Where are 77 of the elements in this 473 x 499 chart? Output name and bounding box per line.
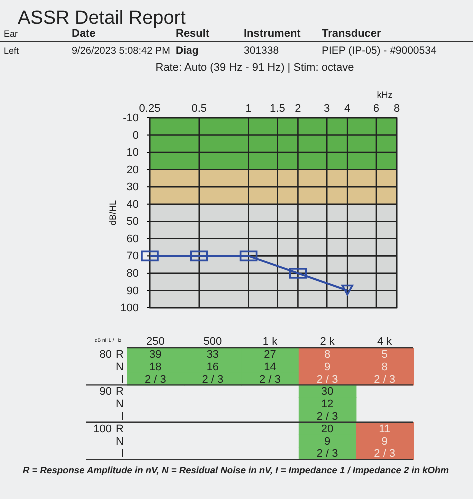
category-label: R: [116, 386, 124, 398]
category-label: 500: [204, 336, 222, 348]
text: 8: [324, 349, 331, 361]
text: 2 / 3: [202, 374, 224, 386]
category-label: I: [120, 411, 124, 423]
y-axis-title: dB/HL: [108, 200, 118, 226]
category-label: N: [116, 398, 124, 411]
text: R = Response Amplitude in nV, N = Residual Noise in nV, I = Impedance 1 / Impedance 2 in kOhm: [23, 466, 449, 476]
category-label: Instrument: [244, 28, 302, 40]
text: 14: [264, 361, 276, 374]
text: 9: [382, 436, 388, 448]
x-tick-label: 4: [344, 103, 351, 115]
category-label: R: [116, 349, 124, 361]
text: 2 / 3: [316, 411, 338, 423]
category-label: 100: [94, 423, 112, 436]
category-label: Result: [176, 28, 210, 40]
x-tick-label: 2: [295, 103, 302, 115]
category-label: I: [120, 448, 124, 460]
text: Diag: [176, 45, 199, 57]
x-tick-label: 0.5: [192, 103, 208, 115]
text: 2 / 3: [374, 448, 396, 460]
text: 2 / 3: [374, 374, 396, 386]
text: 30: [321, 386, 334, 398]
text: 2 / 3: [316, 448, 338, 460]
y-tick-label: 50: [126, 216, 139, 228]
text: 9: [324, 361, 331, 374]
category-label: Ear: [4, 29, 18, 39]
text: 16: [206, 361, 220, 374]
x-tick-label: 8: [394, 103, 400, 115]
text: 39: [150, 349, 162, 361]
category-label: Date: [72, 28, 96, 40]
text: 20: [321, 423, 334, 436]
text: 9/26/2023 5:08:42 PM: [72, 46, 170, 57]
text: 2 / 3: [316, 374, 338, 386]
text: 11: [379, 423, 391, 436]
text: 27: [264, 349, 276, 361]
y-tick-label: 40: [126, 198, 139, 211]
text: 301338: [244, 45, 280, 57]
y-tick-label: -10: [123, 112, 139, 125]
text: 2 / 3: [144, 374, 166, 386]
y-tick-label: 70: [126, 250, 139, 263]
category-label: I: [120, 374, 124, 386]
category-label: 250: [146, 336, 165, 348]
text: ASSR Detail Report: [18, 8, 187, 29]
category-label: 2 k: [320, 336, 336, 348]
text: 5: [382, 349, 388, 361]
text: 33: [206, 349, 220, 361]
category-label: 1 k: [262, 336, 278, 348]
x-tick-label: 1.5: [270, 103, 286, 115]
x-tick-label: 0.25: [139, 103, 161, 115]
y-tick-label: 20: [126, 164, 139, 176]
text: 18: [150, 361, 162, 374]
category-label: 80: [100, 349, 112, 361]
text: Left: [4, 46, 20, 56]
text: 2 / 3: [260, 374, 281, 386]
text: PIEP (IP-05) - #9000534: [322, 45, 437, 57]
text: 12: [321, 398, 334, 411]
category-label: 90: [100, 386, 112, 398]
category-label: N: [116, 436, 124, 448]
category-label: Transducer: [322, 28, 382, 40]
category-label: N: [116, 361, 124, 374]
y-tick-label: 10: [126, 147, 139, 160]
y-tick-label: 60: [126, 233, 139, 246]
x-tick-label: 3: [324, 103, 330, 115]
text: Rate: Auto (39 Hz - 91 Hz) | Stim: octave: [156, 62, 354, 74]
category-label: R: [116, 423, 124, 436]
x-tick-label: 6: [373, 103, 380, 115]
text: 8: [382, 361, 388, 374]
category-label: 4 k: [378, 336, 393, 348]
y-tick-label: 90: [126, 285, 139, 298]
x-axis-title: kHz: [377, 90, 394, 100]
y-tick-label: 0: [132, 130, 139, 142]
y-tick-label: 100: [120, 302, 139, 315]
x-tick-label: 1: [246, 103, 252, 115]
text: 9: [324, 436, 331, 448]
y-tick-label: 80: [126, 268, 139, 280]
y-tick-label: 30: [126, 182, 139, 194]
